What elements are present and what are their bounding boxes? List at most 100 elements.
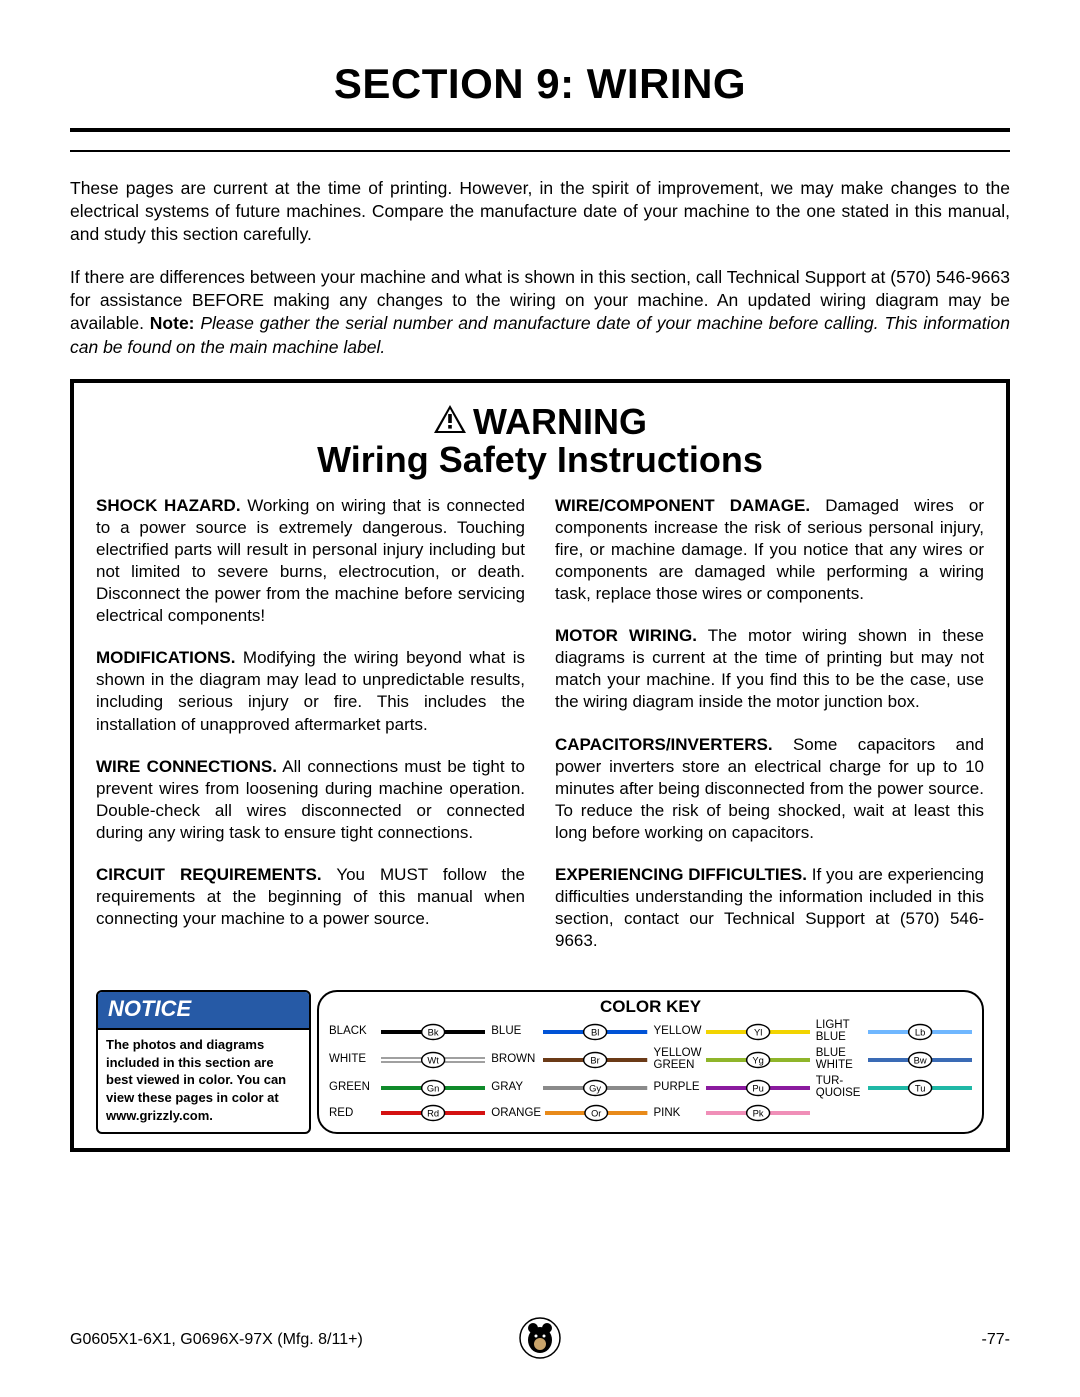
color-key-wire-icon: Pu	[706, 1079, 810, 1097]
notice-row: NOTICE The photos and diagrams included …	[96, 990, 984, 1134]
color-key-label: GREEN	[329, 1082, 377, 1094]
paragraph-lead: WIRE CONNECTIONS.	[96, 757, 277, 776]
warning-col-right: WIRE/COMPONENT DAMAGE. Damaged wires or …	[555, 495, 984, 973]
svg-text:Pk: Pk	[752, 1109, 763, 1119]
warning-paragraph: EXPERIENCING DIFFICULTIES. If you are ex…	[555, 864, 984, 952]
notice-header: NOTICE	[98, 992, 309, 1030]
warning-paragraph: CAPACITORS/INVERTERS. Some capacitors an…	[555, 734, 984, 844]
color-key-item: WHITE Wt	[329, 1048, 485, 1071]
paragraph-lead: MOTOR WIRING.	[555, 626, 697, 645]
color-key-item: GREEN Gn	[329, 1076, 485, 1099]
color-key-wire-icon: Pk	[706, 1104, 810, 1122]
color-key-wire-icon: Yl	[706, 1023, 810, 1041]
warning-paragraph: WIRE CONNECTIONS. All connections must b…	[96, 756, 525, 844]
title-rule-thick	[70, 128, 1010, 132]
svg-text:Br: Br	[591, 1056, 600, 1066]
color-key-wire-icon: Tu	[868, 1079, 972, 1097]
color-key-label: BLUEWHITE	[816, 1048, 864, 1071]
intro-paragraph-2: If there are differences between your ma…	[70, 266, 1010, 358]
paragraph-lead: CAPACITORS/INVERTERS.	[555, 735, 773, 754]
svg-text:Rd: Rd	[427, 1109, 439, 1119]
warning-columns: SHOCK HAZARD. Working on wiring that is …	[96, 495, 984, 973]
color-key-wire-icon: Wt	[381, 1051, 485, 1069]
svg-text:Wt: Wt	[427, 1056, 439, 1066]
warning-paragraph: CIRCUIT REQUIREMENTS. You MUST follow th…	[96, 864, 525, 930]
color-key-item: BLACK Bk	[329, 1020, 485, 1043]
svg-text:Yg: Yg	[752, 1056, 763, 1066]
footer: G0605X1-6X1, G0696X-97X (Mfg. 8/11+) -77…	[70, 1331, 1010, 1349]
svg-text:Yl: Yl	[753, 1028, 761, 1038]
warning-col-left: SHOCK HAZARD. Working on wiring that is …	[96, 495, 525, 973]
color-key-wire-icon: Or	[545, 1104, 647, 1122]
color-key-label: PINK	[654, 1108, 702, 1120]
color-key-label: YELLOW	[654, 1026, 702, 1038]
intro-paragraph-1: These pages are current at the time of p…	[70, 177, 1010, 246]
color-key-item: TUR-QUOISE Tu	[816, 1076, 972, 1099]
color-key-item: BROWN Br	[491, 1048, 647, 1071]
color-key-label: YELLOWGREEN	[654, 1048, 702, 1071]
color-key-item: RED Rd	[329, 1104, 485, 1122]
warning-icon	[433, 401, 467, 443]
svg-text:Or: Or	[591, 1109, 601, 1119]
color-key-grid: BLACK Bk BLUE Bl YELLOW Yl LIGHTBLUE Lb …	[329, 1020, 972, 1122]
color-key-item: BLUEWHITE Bw	[816, 1048, 972, 1071]
color-key-item: GRAY Gy	[491, 1076, 647, 1099]
color-key-label: BLUE	[491, 1026, 539, 1038]
notice-box: NOTICE The photos and diagrams included …	[96, 990, 311, 1134]
footer-right: -77-	[982, 1331, 1010, 1349]
svg-text:Bw: Bw	[913, 1056, 926, 1066]
color-key-label: GRAY	[491, 1082, 539, 1094]
svg-text:Lb: Lb	[915, 1028, 925, 1038]
color-key-title: COLOR KEY	[329, 997, 972, 1017]
paragraph-lead: WIRE/COMPONENT DAMAGE.	[555, 496, 810, 515]
color-key-wire-icon: Gn	[381, 1079, 485, 1097]
warning-box: WARNING Wiring Safety Instructions SHOCK…	[70, 379, 1010, 1152]
color-key-item: LIGHTBLUE Lb	[816, 1020, 972, 1043]
color-key-item: YELLOW Yl	[654, 1020, 810, 1043]
svg-text:Bk: Bk	[428, 1028, 439, 1038]
warning-label: WARNING	[473, 401, 647, 443]
paragraph-lead: CIRCUIT REQUIREMENTS.	[96, 865, 322, 884]
paragraph-lead: SHOCK HAZARD.	[96, 496, 241, 515]
color-key-label: BLACK	[329, 1026, 377, 1038]
warning-paragraph: SHOCK HAZARD. Working on wiring that is …	[96, 495, 525, 628]
svg-text:Gn: Gn	[427, 1084, 440, 1094]
color-key-label: ORANGE	[491, 1108, 541, 1120]
paragraph-lead: MODIFICATIONS.	[96, 648, 235, 667]
intro-note-label: Note:	[150, 313, 195, 333]
svg-text:Gy: Gy	[589, 1084, 601, 1094]
color-key-wire-icon: Bl	[543, 1023, 647, 1041]
color-key-label: WHITE	[329, 1054, 377, 1066]
warning-paragraph: MOTOR WIRING. The motor wiring shown in …	[555, 625, 984, 713]
color-key-item: YELLOWGREEN Yg	[654, 1048, 810, 1071]
color-key-label: LIGHTBLUE	[816, 1020, 864, 1043]
color-key-wire-icon: Lb	[868, 1023, 972, 1041]
color-key-item: PINK Pk	[654, 1104, 810, 1122]
warning-paragraph: MODIFICATIONS. Modifying the wiring beyo…	[96, 647, 525, 735]
color-key-wire-icon: Yg	[706, 1051, 810, 1069]
color-key-wire-icon: Br	[543, 1051, 647, 1069]
color-key-label: RED	[329, 1108, 377, 1120]
footer-logo-icon	[519, 1317, 561, 1364]
color-key-item: PURPLE Pu	[654, 1076, 810, 1099]
warning-header: WARNING Wiring Safety Instructions	[96, 401, 984, 481]
color-key-wire-icon: Gy	[543, 1079, 647, 1097]
paragraph-lead: EXPERIENCING DIFFICULTIES.	[555, 865, 807, 884]
color-key-wire-icon: Bk	[381, 1023, 485, 1041]
color-key-label: BROWN	[491, 1054, 539, 1066]
paragraph-text: Working on wiring that is connected to a…	[96, 496, 525, 625]
color-key-label: PURPLE	[654, 1082, 702, 1094]
warning-paragraph: WIRE/COMPONENT DAMAGE. Damaged wires or …	[555, 495, 984, 605]
svg-text:Tu: Tu	[915, 1084, 926, 1094]
section-title: SECTION 9: WIRING	[70, 60, 1010, 108]
svg-text:Bl: Bl	[591, 1028, 599, 1038]
color-key-wire-icon: Bw	[868, 1051, 972, 1069]
footer-left: G0605X1-6X1, G0696X-97X (Mfg. 8/11+)	[70, 1331, 363, 1349]
warning-subtitle: Wiring Safety Instructions	[96, 439, 984, 481]
color-key-item: ORANGE Or	[491, 1104, 647, 1122]
color-key-box: COLOR KEY BLACK Bk BLUE Bl YELLOW Yl LIG…	[317, 990, 984, 1134]
color-key-label: TUR-QUOISE	[816, 1076, 864, 1099]
title-rule-thin	[70, 150, 1010, 152]
color-key-wire-icon: Rd	[381, 1104, 485, 1122]
svg-text:Pu: Pu	[752, 1084, 763, 1094]
